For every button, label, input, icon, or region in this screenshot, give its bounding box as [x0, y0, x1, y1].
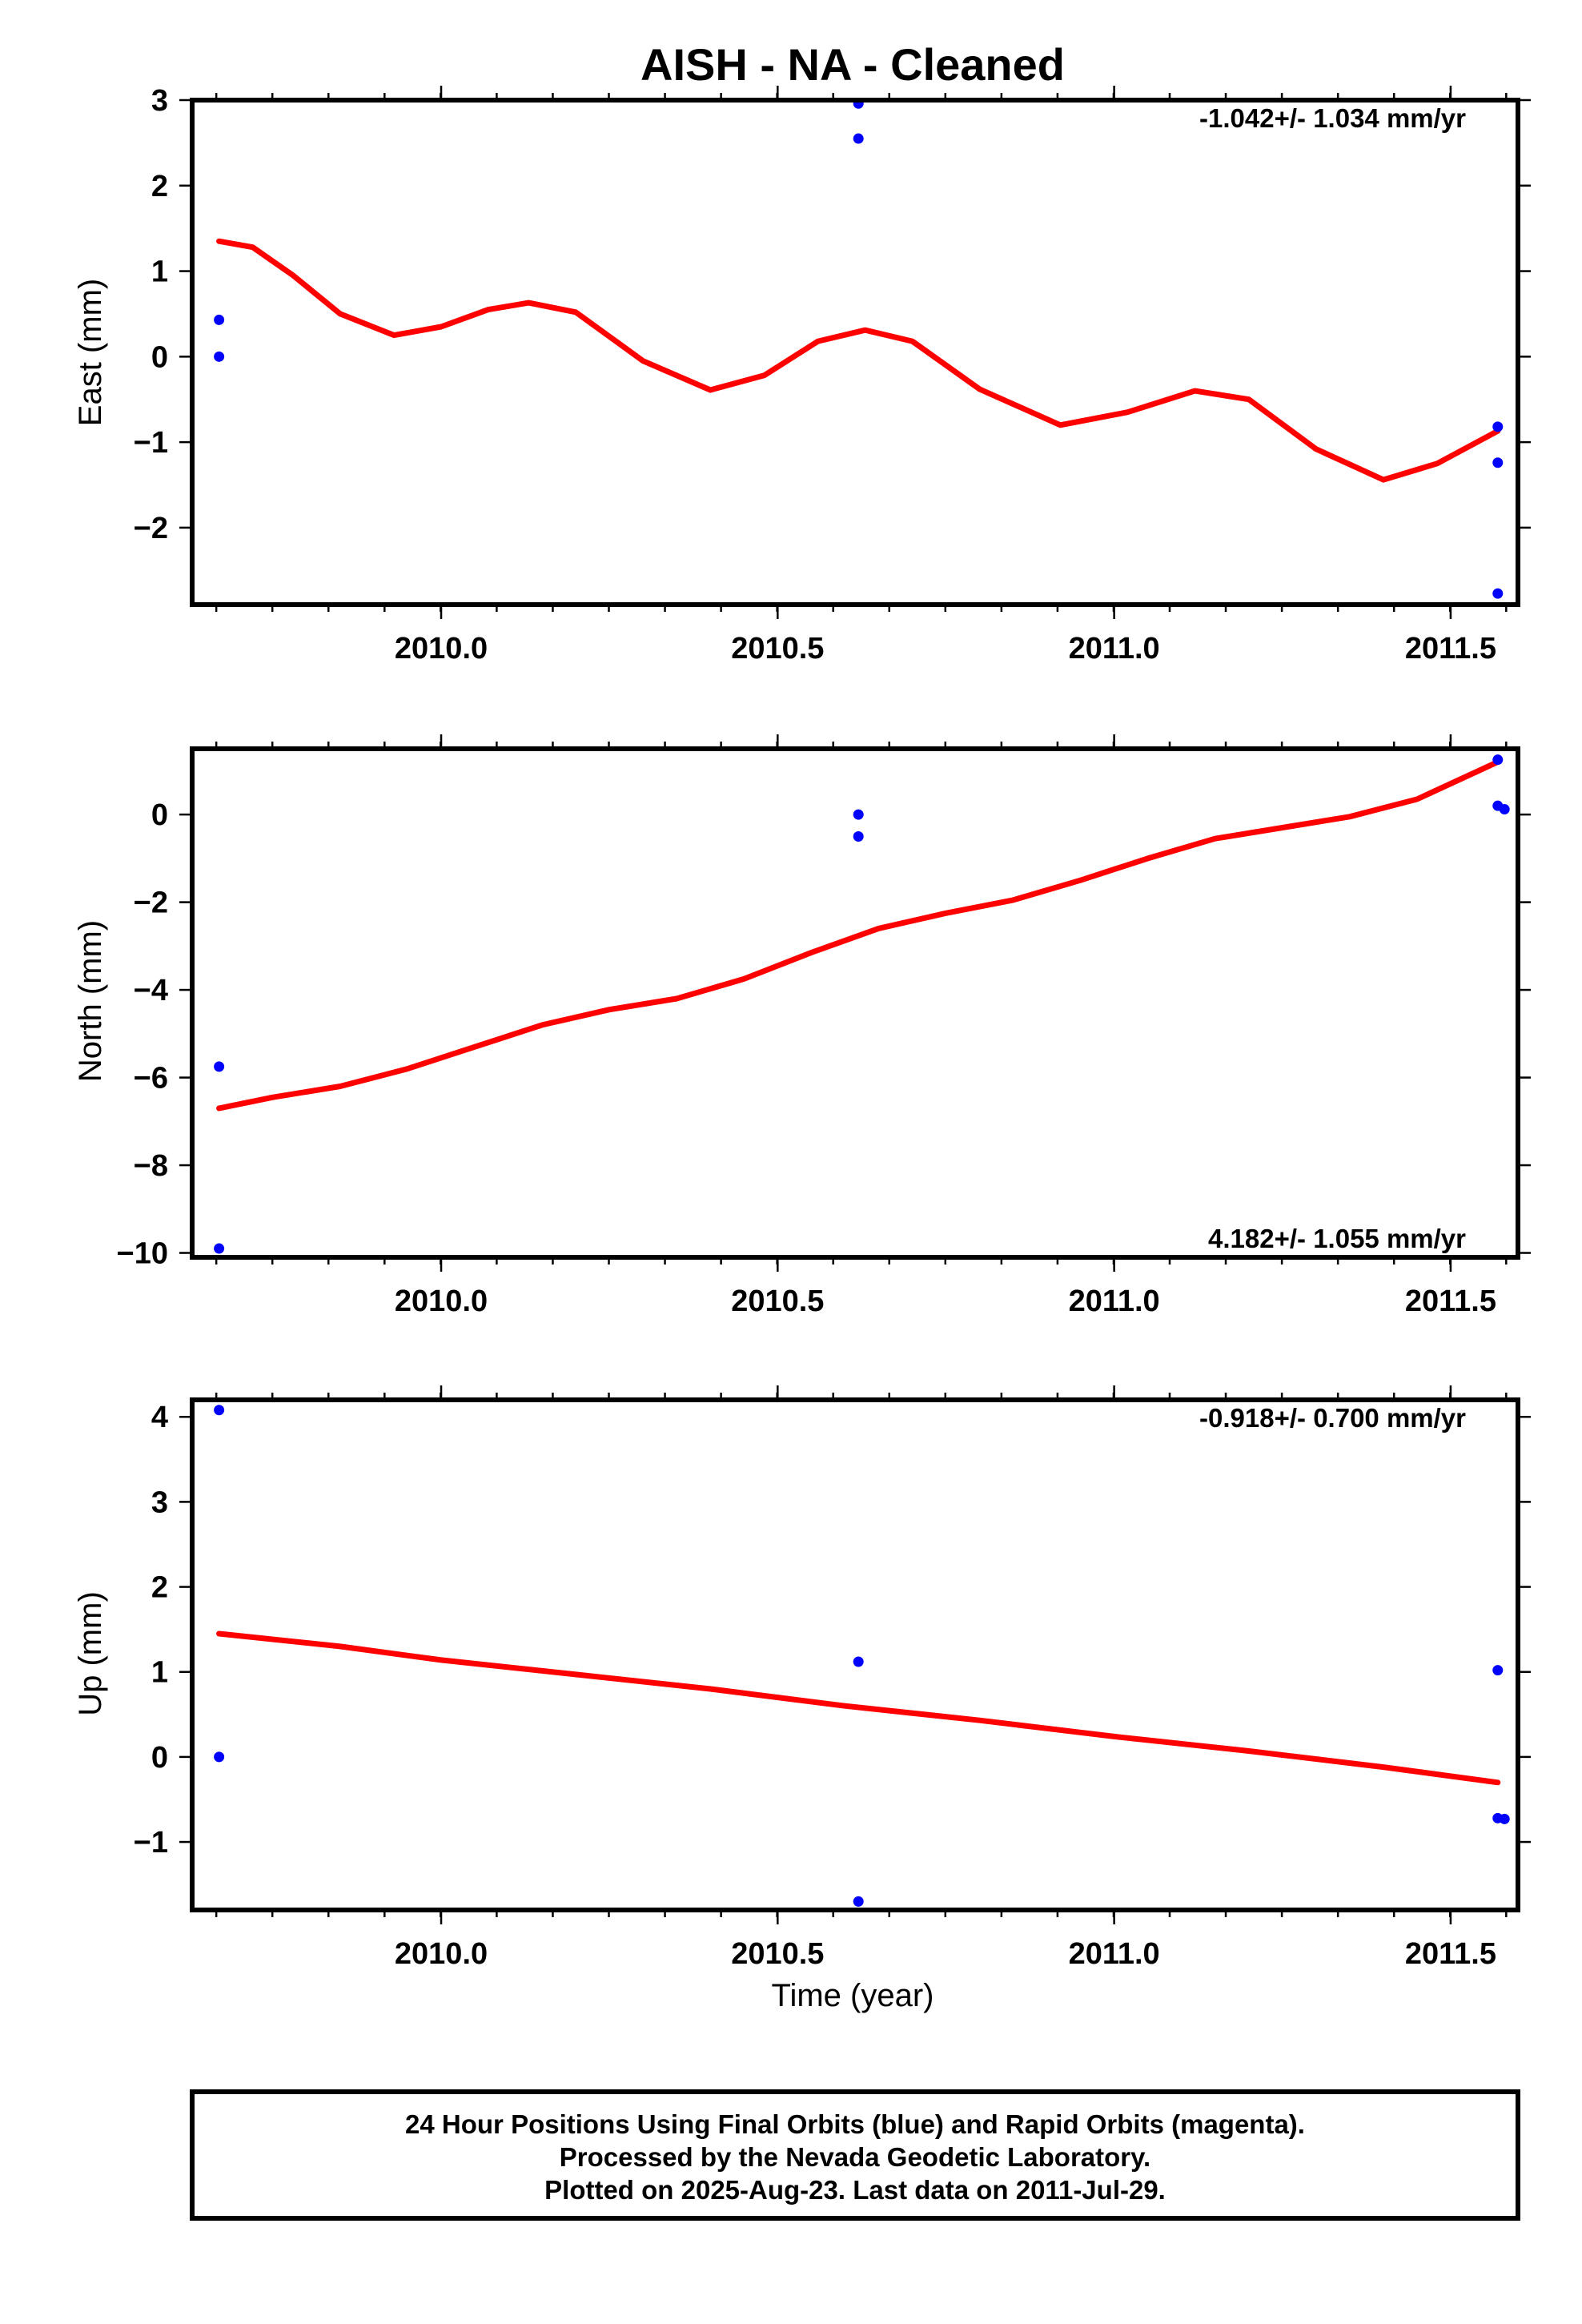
- y-tick-label: −10: [117, 1237, 168, 1271]
- x-tick-label: 2011.5: [1405, 1285, 1496, 1318]
- fit-line: [216, 238, 1501, 483]
- data-point: [1492, 457, 1504, 468]
- x-axis-label: Time (year): [772, 1978, 934, 2013]
- x-tick-label: 2011.0: [1069, 1937, 1160, 1971]
- x-tick-label: 2010.0: [395, 1937, 488, 1971]
- panel-up: 2010.0 2010.5 2011.0 2011.5 −1 0 1 2 3 4 Up (mm) -0…: [73, 1385, 1531, 1971]
- y-tick-label: 0: [151, 798, 168, 832]
- data-point: [1499, 1813, 1510, 1824]
- plot-frame: [190, 746, 1520, 1260]
- y-tick-label: −1: [134, 1826, 168, 1860]
- data-point: [214, 1405, 225, 1416]
- data-point: [853, 1896, 864, 1907]
- data-point: [1492, 1665, 1504, 1676]
- data-point: [214, 351, 225, 362]
- data-point: [1492, 754, 1504, 766]
- y-tick-label: 3: [151, 1486, 168, 1519]
- data-point: [853, 133, 864, 144]
- footer-line-1: 24 Hour Positions Using Final Orbits (bl…: [405, 2109, 1305, 2139]
- y-tick-label: −6: [134, 1062, 168, 1096]
- panel-north: 2010.0 2010.5 2011.0 2011.5 −10 −8 −6 −4 −2 0 Nort…: [73, 734, 1531, 1318]
- plot-frame: [190, 98, 1520, 607]
- data-point: [853, 1656, 864, 1667]
- data-point: [214, 1243, 225, 1254]
- y-axis-label: North (mm): [73, 920, 108, 1082]
- data-point: [1499, 804, 1510, 815]
- y-tick-label: 1: [151, 255, 168, 289]
- y-tick-label: −2: [134, 512, 168, 545]
- y-tick-label: 1: [151, 1656, 168, 1690]
- footer-box: 24 Hour Positions Using Final Orbits (bl…: [190, 2089, 1520, 2221]
- x-tick-label: 2010.5: [731, 632, 824, 665]
- y-tick-label: 3: [151, 84, 168, 118]
- y-tick-label: 2: [151, 170, 168, 203]
- data-point: [1492, 588, 1504, 599]
- y-tick-label: −2: [134, 887, 168, 920]
- y-tick-label: 4: [151, 1401, 168, 1434]
- x-tick-label: 2011.5: [1405, 1937, 1496, 1971]
- y-tick-label: 0: [151, 340, 168, 374]
- x-tick-label: 2010.0: [395, 632, 488, 665]
- y-axis-label: Up (mm): [73, 1591, 108, 1716]
- y-tick-label: −4: [134, 974, 168, 1007]
- x-tick-label: 2010.5: [731, 1937, 824, 1971]
- footer-line-2: Processed by the Nevada Geodetic Laborat…: [560, 2142, 1150, 2172]
- data-point: [214, 314, 225, 325]
- rate-label: 4.182+/- 1.055 mm/yr: [1208, 1224, 1466, 1253]
- data-point: [853, 809, 864, 820]
- x-tick-label: 2011.0: [1069, 632, 1160, 665]
- y-axis-label: East (mm): [73, 279, 108, 426]
- y-tick-label: 0: [151, 1741, 168, 1775]
- rate-label: -1.042+/- 1.034 mm/yr: [1199, 103, 1466, 133]
- rate-label: -0.918+/- 0.700 mm/yr: [1199, 1403, 1466, 1433]
- data-point: [1492, 421, 1504, 432]
- y-tick-label: 2: [151, 1571, 168, 1605]
- footer-frame: [190, 2089, 1520, 2221]
- chart-title: AISH - NA - Cleaned: [640, 39, 1065, 90]
- fit-line: [216, 1630, 1501, 1786]
- data-point: [214, 1751, 225, 1763]
- plot-frame: [190, 1397, 1520, 1912]
- x-tick-label: 2011.0: [1069, 1285, 1160, 1318]
- x-tick-label: 2011.5: [1405, 632, 1496, 665]
- data-point: [853, 830, 864, 842]
- y-tick-label: −8: [134, 1149, 168, 1183]
- panel-east: 2010.0 2010.5 2011.0 2011.5 −2 −1 0 1 2 3 East (mm…: [73, 84, 1531, 665]
- fit-line: [216, 758, 1501, 1112]
- x-tick-label: 2010.0: [395, 1285, 488, 1318]
- footer-line-3: Plotted on 2025-Aug-23. Last data on 201…: [544, 2175, 1166, 2205]
- y-tick-label: −1: [134, 426, 168, 460]
- data-point: [214, 1061, 225, 1072]
- x-tick-label: 2010.5: [731, 1285, 824, 1318]
